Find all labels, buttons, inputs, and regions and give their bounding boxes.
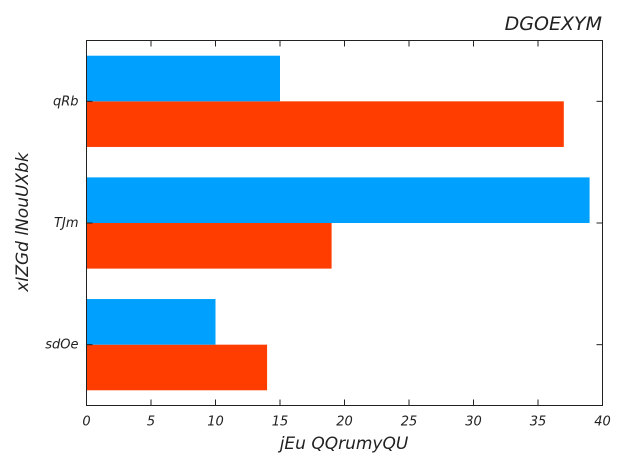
x-tick-label: 10 <box>207 415 224 430</box>
y-tick-label: sdOe <box>45 338 78 353</box>
x-tick-label: 0 <box>82 415 90 430</box>
bar-series2-sdOe <box>86 299 216 345</box>
bar-series1-qRb <box>86 101 564 147</box>
bars-layer <box>86 55 590 391</box>
x-tick-label: 35 <box>530 415 547 430</box>
x-tick-label: 25 <box>401 415 418 430</box>
chart-title: DGOEXYM <box>505 13 602 35</box>
x-tick-label: 5 <box>147 415 155 430</box>
x-tick-label: 20 <box>336 415 353 430</box>
bar-series1-TJm <box>86 223 332 269</box>
y-axis-label: xIZGd lNouUXbk <box>13 151 33 293</box>
bar-series2-TJm <box>86 177 590 223</box>
bar-series1-sdOe <box>86 344 268 391</box>
x-tick-label: 40 <box>594 415 611 430</box>
x-tick-label: 15 <box>272 415 289 430</box>
y-tick-label: TJm <box>54 216 78 231</box>
ticks-layer: sdOe TJm qRb 0 5 10 15 20 25 30 35 40 <box>45 40 611 430</box>
y-tick-label: qRb <box>53 94 79 109</box>
x-axis-label: jEu QQrumyQU <box>278 434 409 454</box>
x-tick-label: 30 <box>465 415 482 430</box>
bar-series2-qRb <box>86 55 280 102</box>
